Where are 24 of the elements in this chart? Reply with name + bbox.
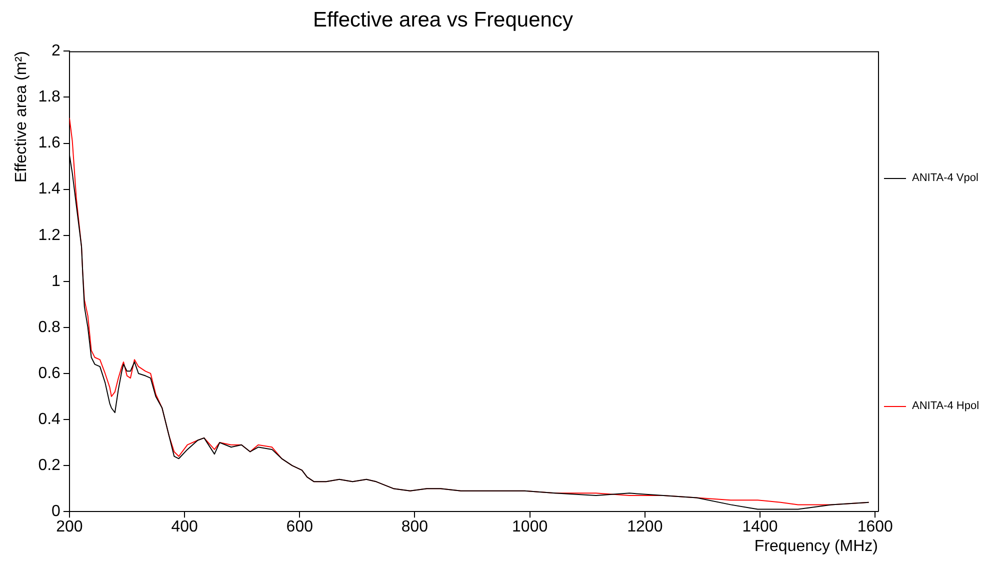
x-tick-label: 800 bbox=[401, 518, 428, 536]
y-tick-label: 0.8 bbox=[38, 318, 61, 336]
x-tick-label: 400 bbox=[171, 518, 198, 536]
y-tick-label: 2 bbox=[52, 42, 61, 60]
x-axis-title: Frequency (MHz) bbox=[754, 538, 878, 555]
y-tick-label: 0.4 bbox=[38, 410, 61, 428]
y-tick-label: 0.6 bbox=[38, 364, 61, 382]
y-tick-label: 1.2 bbox=[38, 226, 61, 244]
y-axis-title: Effective area (m²) bbox=[13, 51, 30, 182]
chart-title: Effective area vs Frequency bbox=[313, 8, 574, 32]
y-tick-label: 0.2 bbox=[38, 456, 61, 474]
x-tick-label: 200 bbox=[56, 518, 83, 536]
x-tick-label: 600 bbox=[286, 518, 314, 536]
y-tick-label: 1.8 bbox=[38, 88, 61, 106]
x-tick-label: 1200 bbox=[627, 518, 663, 536]
legend-label: ANITA-4 Vpol bbox=[912, 172, 978, 184]
y-tick-label: 1.6 bbox=[38, 134, 61, 152]
y-tick-label: 0 bbox=[52, 503, 61, 520]
legend-label: ANITA-4 Hpol bbox=[912, 400, 980, 412]
y-tick-label: 1.4 bbox=[38, 180, 61, 198]
x-tick-label: 1000 bbox=[512, 518, 548, 536]
y-tick-label: 1 bbox=[52, 272, 61, 290]
x-tick-label: 1400 bbox=[742, 518, 778, 536]
x-tick-label: 1600 bbox=[857, 518, 894, 536]
